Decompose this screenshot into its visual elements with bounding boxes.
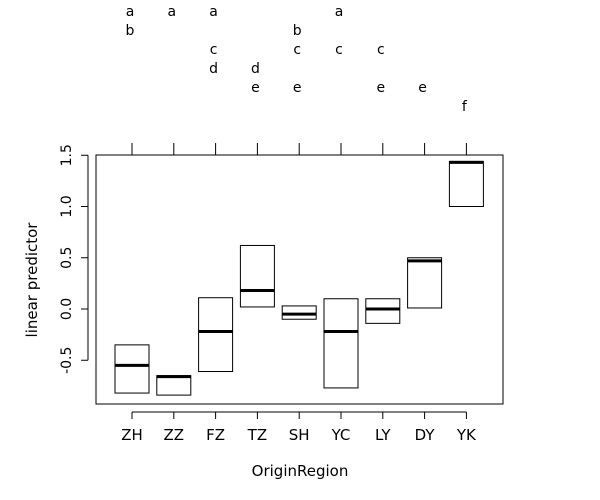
group-letter: a	[209, 4, 218, 20]
x-tick-label: SH	[289, 426, 310, 444]
group-letter: a	[126, 4, 135, 20]
y-tick-label: -0.5	[59, 347, 75, 374]
y-axis-title: linear predictor	[23, 222, 41, 338]
y-tick-label: 1.5	[59, 144, 75, 166]
x-tick-label: FZ	[206, 426, 225, 444]
group-letter: e	[293, 80, 302, 96]
x-tick-label: DY	[415, 426, 436, 444]
group-letter: c	[335, 42, 343, 58]
box	[365, 298, 401, 324]
box	[407, 257, 443, 309]
box	[448, 160, 484, 207]
box	[323, 298, 359, 389]
group-letter: f	[462, 99, 468, 115]
group-letter: e	[418, 80, 427, 96]
y-tick-label: 0.0	[59, 298, 75, 320]
group-letter: b	[293, 23, 302, 39]
boxes	[114, 160, 484, 396]
y-axis: -0.5 0.0 0.5 1.0 1.5	[59, 144, 89, 374]
y-tick-label: 0.5	[59, 247, 75, 269]
group-letter: c	[377, 42, 385, 58]
group-letter: e	[376, 80, 385, 96]
box	[156, 375, 192, 396]
group-letter: d	[251, 61, 260, 77]
x-tick-label: ZH	[121, 426, 143, 444]
x-tick-label: ZZ	[164, 426, 185, 444]
box	[281, 305, 317, 320]
x-tick-label: TZ	[247, 426, 267, 444]
plot-frame	[95, 154, 504, 405]
box	[198, 297, 234, 373]
x-tick-label: LY	[375, 426, 391, 444]
y-tick-label: 1.0	[59, 195, 75, 217]
top-axis-ticks	[131, 143, 467, 156]
box	[114, 344, 150, 394]
group-letter: a	[335, 4, 344, 20]
x-axis-title: OriginRegion	[252, 462, 349, 480]
group-letter: e	[251, 80, 260, 96]
x-tick-label: YC	[331, 426, 351, 444]
x-axis: ZH ZZ FZ TZ SH YC LY DY YK	[121, 411, 477, 444]
group-letter: c	[210, 42, 218, 58]
group-letter: d	[209, 61, 218, 77]
group-letter: c	[293, 42, 301, 58]
box	[239, 244, 275, 308]
group-letter: b	[126, 23, 135, 39]
x-tick-label: YK	[456, 426, 477, 444]
group-letter: a	[168, 4, 177, 20]
